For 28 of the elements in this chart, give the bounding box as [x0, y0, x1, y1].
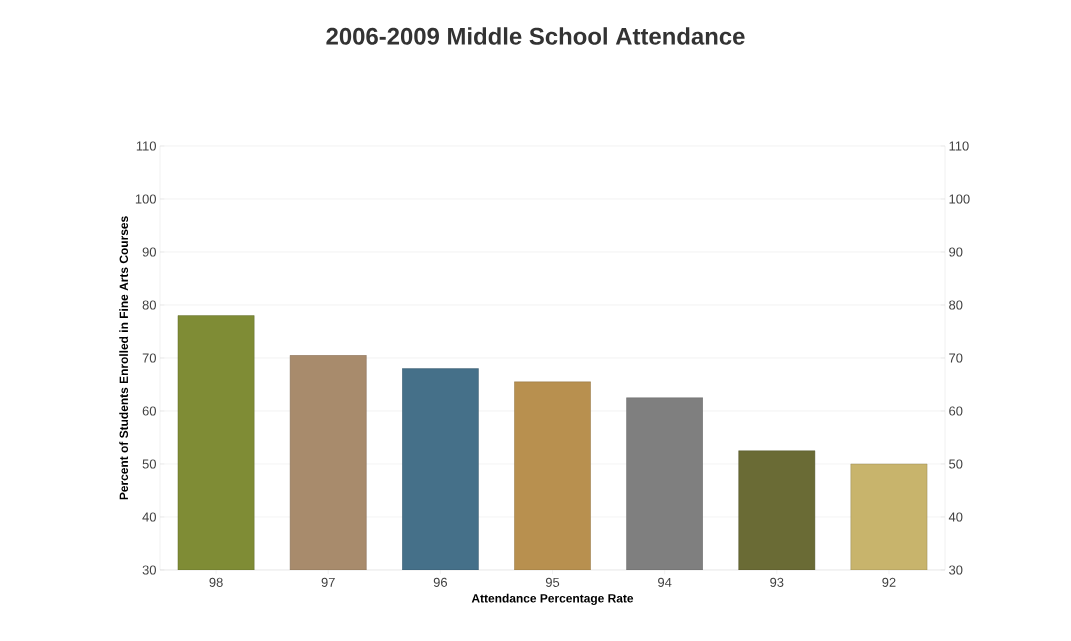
y2-tick-label: 70 — [949, 353, 963, 363]
x-axis-title: Attendance Percentage Rate — [471, 593, 634, 605]
chart-title: 2006-2009 Middle School Attendance — [326, 27, 745, 45]
y-tick-label: 60 — [142, 406, 156, 416]
y2-tick-label: 30 — [949, 565, 963, 575]
x-tick-label: 93 — [770, 577, 784, 587]
y-tick-label: 70 — [142, 353, 156, 363]
y-tick-label: 90 — [142, 247, 156, 257]
x-tick-label: 98 — [209, 577, 223, 587]
x-tick-label: 95 — [545, 577, 560, 587]
x-tick-label: 96 — [433, 577, 447, 587]
y2-tick-label: 90 — [949, 247, 963, 257]
y2-tick-label: 40 — [948, 512, 963, 522]
y-tick-label: 80 — [142, 300, 156, 310]
y-tick-label: 110 — [136, 141, 156, 151]
y-tick-label: 100 — [135, 194, 156, 204]
y-tick-label: 40 — [142, 512, 156, 522]
y2-tick-label: 50 — [949, 459, 963, 469]
x-tick-label: 94 — [658, 577, 672, 587]
y-axis-title: Percent of Students Enrolled in Fine Arts Courses — [119, 216, 129, 500]
y-tick-label: 50 — [142, 459, 156, 469]
y-tick-label: 30 — [142, 565, 156, 575]
y2-tick-label: 60 — [949, 406, 963, 416]
y2-tick-label: 100 — [949, 194, 970, 204]
y2-tick-label: 80 — [949, 300, 963, 310]
x-tick-label: 92 — [882, 577, 896, 587]
y2-tick-label: 110 — [949, 141, 969, 151]
x-tick-label: 97 — [321, 577, 335, 587]
